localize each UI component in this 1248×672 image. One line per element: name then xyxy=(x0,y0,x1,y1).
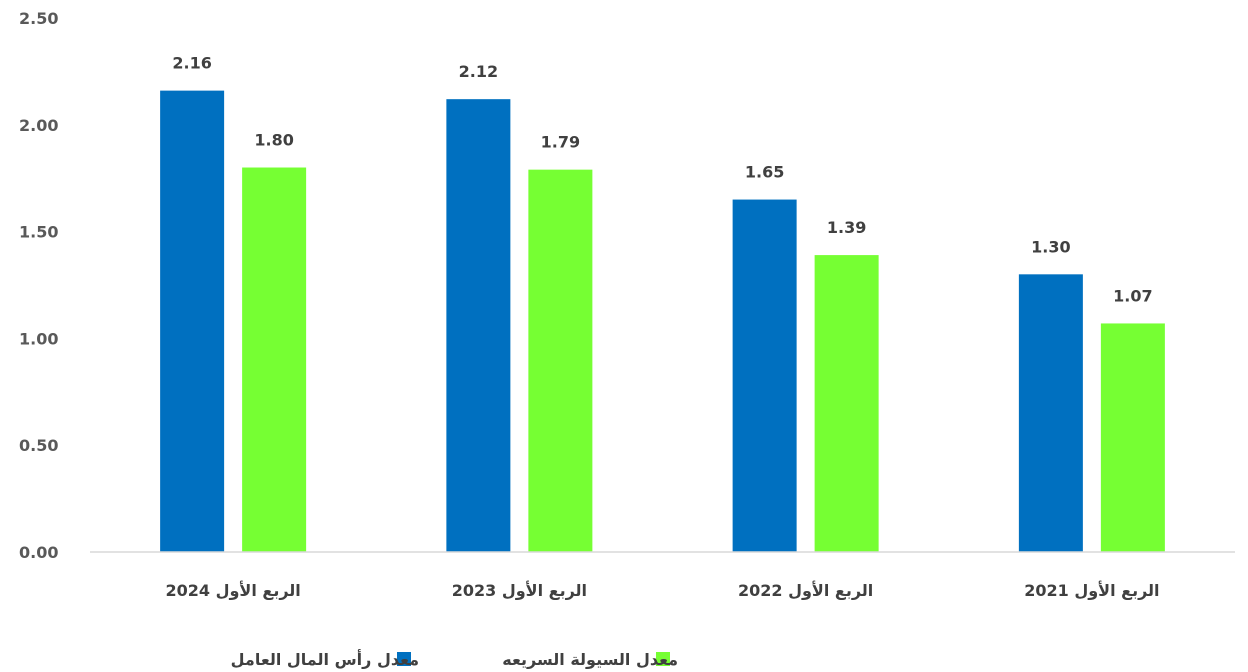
bar-quick-liquidity xyxy=(814,255,879,552)
data-label: 2.16 xyxy=(172,54,211,73)
y-tick-label: 0.00 xyxy=(19,543,58,562)
bar-working-capital xyxy=(160,90,225,553)
data-label: 1.07 xyxy=(1113,286,1152,305)
x-axis: الربع الأول 2024 الربع الأول 2023 الربع ال… xyxy=(90,551,1235,600)
y-tick-label: 0.50 xyxy=(19,436,58,455)
y-tick-label: 2.00 xyxy=(19,116,58,135)
data-labels: 2.16 1.80 2.12 1.79 1.65 1.39 1.30 1.07 xyxy=(172,54,1152,306)
y-axis: 0.00 0.50 1.00 1.50 2.00 2.50 xyxy=(19,9,58,562)
data-label: 1.79 xyxy=(541,133,580,152)
data-label: 1.30 xyxy=(1031,237,1070,256)
data-label: 1.80 xyxy=(254,131,293,150)
bars xyxy=(160,90,1165,553)
bar-quick-liquidity xyxy=(242,167,307,552)
x-tick-label: الربع الأول 2022 xyxy=(738,581,873,600)
data-label: 2.12 xyxy=(459,62,498,81)
legend-swatch-quick-liquidity xyxy=(656,652,670,666)
bar-quick-liquidity xyxy=(1100,323,1165,552)
legend: معدل رأس المال العامل معدل السيولة السري… xyxy=(231,649,678,669)
bar-working-capital xyxy=(446,99,511,552)
y-tick-label: 1.00 xyxy=(19,329,58,348)
legend-label-working-capital: معدل رأس المال العامل xyxy=(231,649,419,669)
bar-working-capital xyxy=(732,199,797,552)
bar-quick-liquidity xyxy=(528,169,593,552)
legend-swatch-working-capital xyxy=(397,652,411,666)
y-tick-label: 2.50 xyxy=(19,9,58,28)
legend-label-quick-liquidity: معدل السيولة السريعه xyxy=(502,650,678,669)
y-tick-label: 1.50 xyxy=(19,223,58,242)
x-tick-label: الربع الأول 2021 xyxy=(1024,581,1159,600)
data-label: 1.65 xyxy=(745,163,784,182)
x-tick-label: الربع الأول 2023 xyxy=(452,581,587,600)
data-label: 1.39 xyxy=(827,218,866,237)
x-tick-label: الربع الأول 2024 xyxy=(165,581,300,600)
bar-working-capital xyxy=(1018,274,1083,552)
